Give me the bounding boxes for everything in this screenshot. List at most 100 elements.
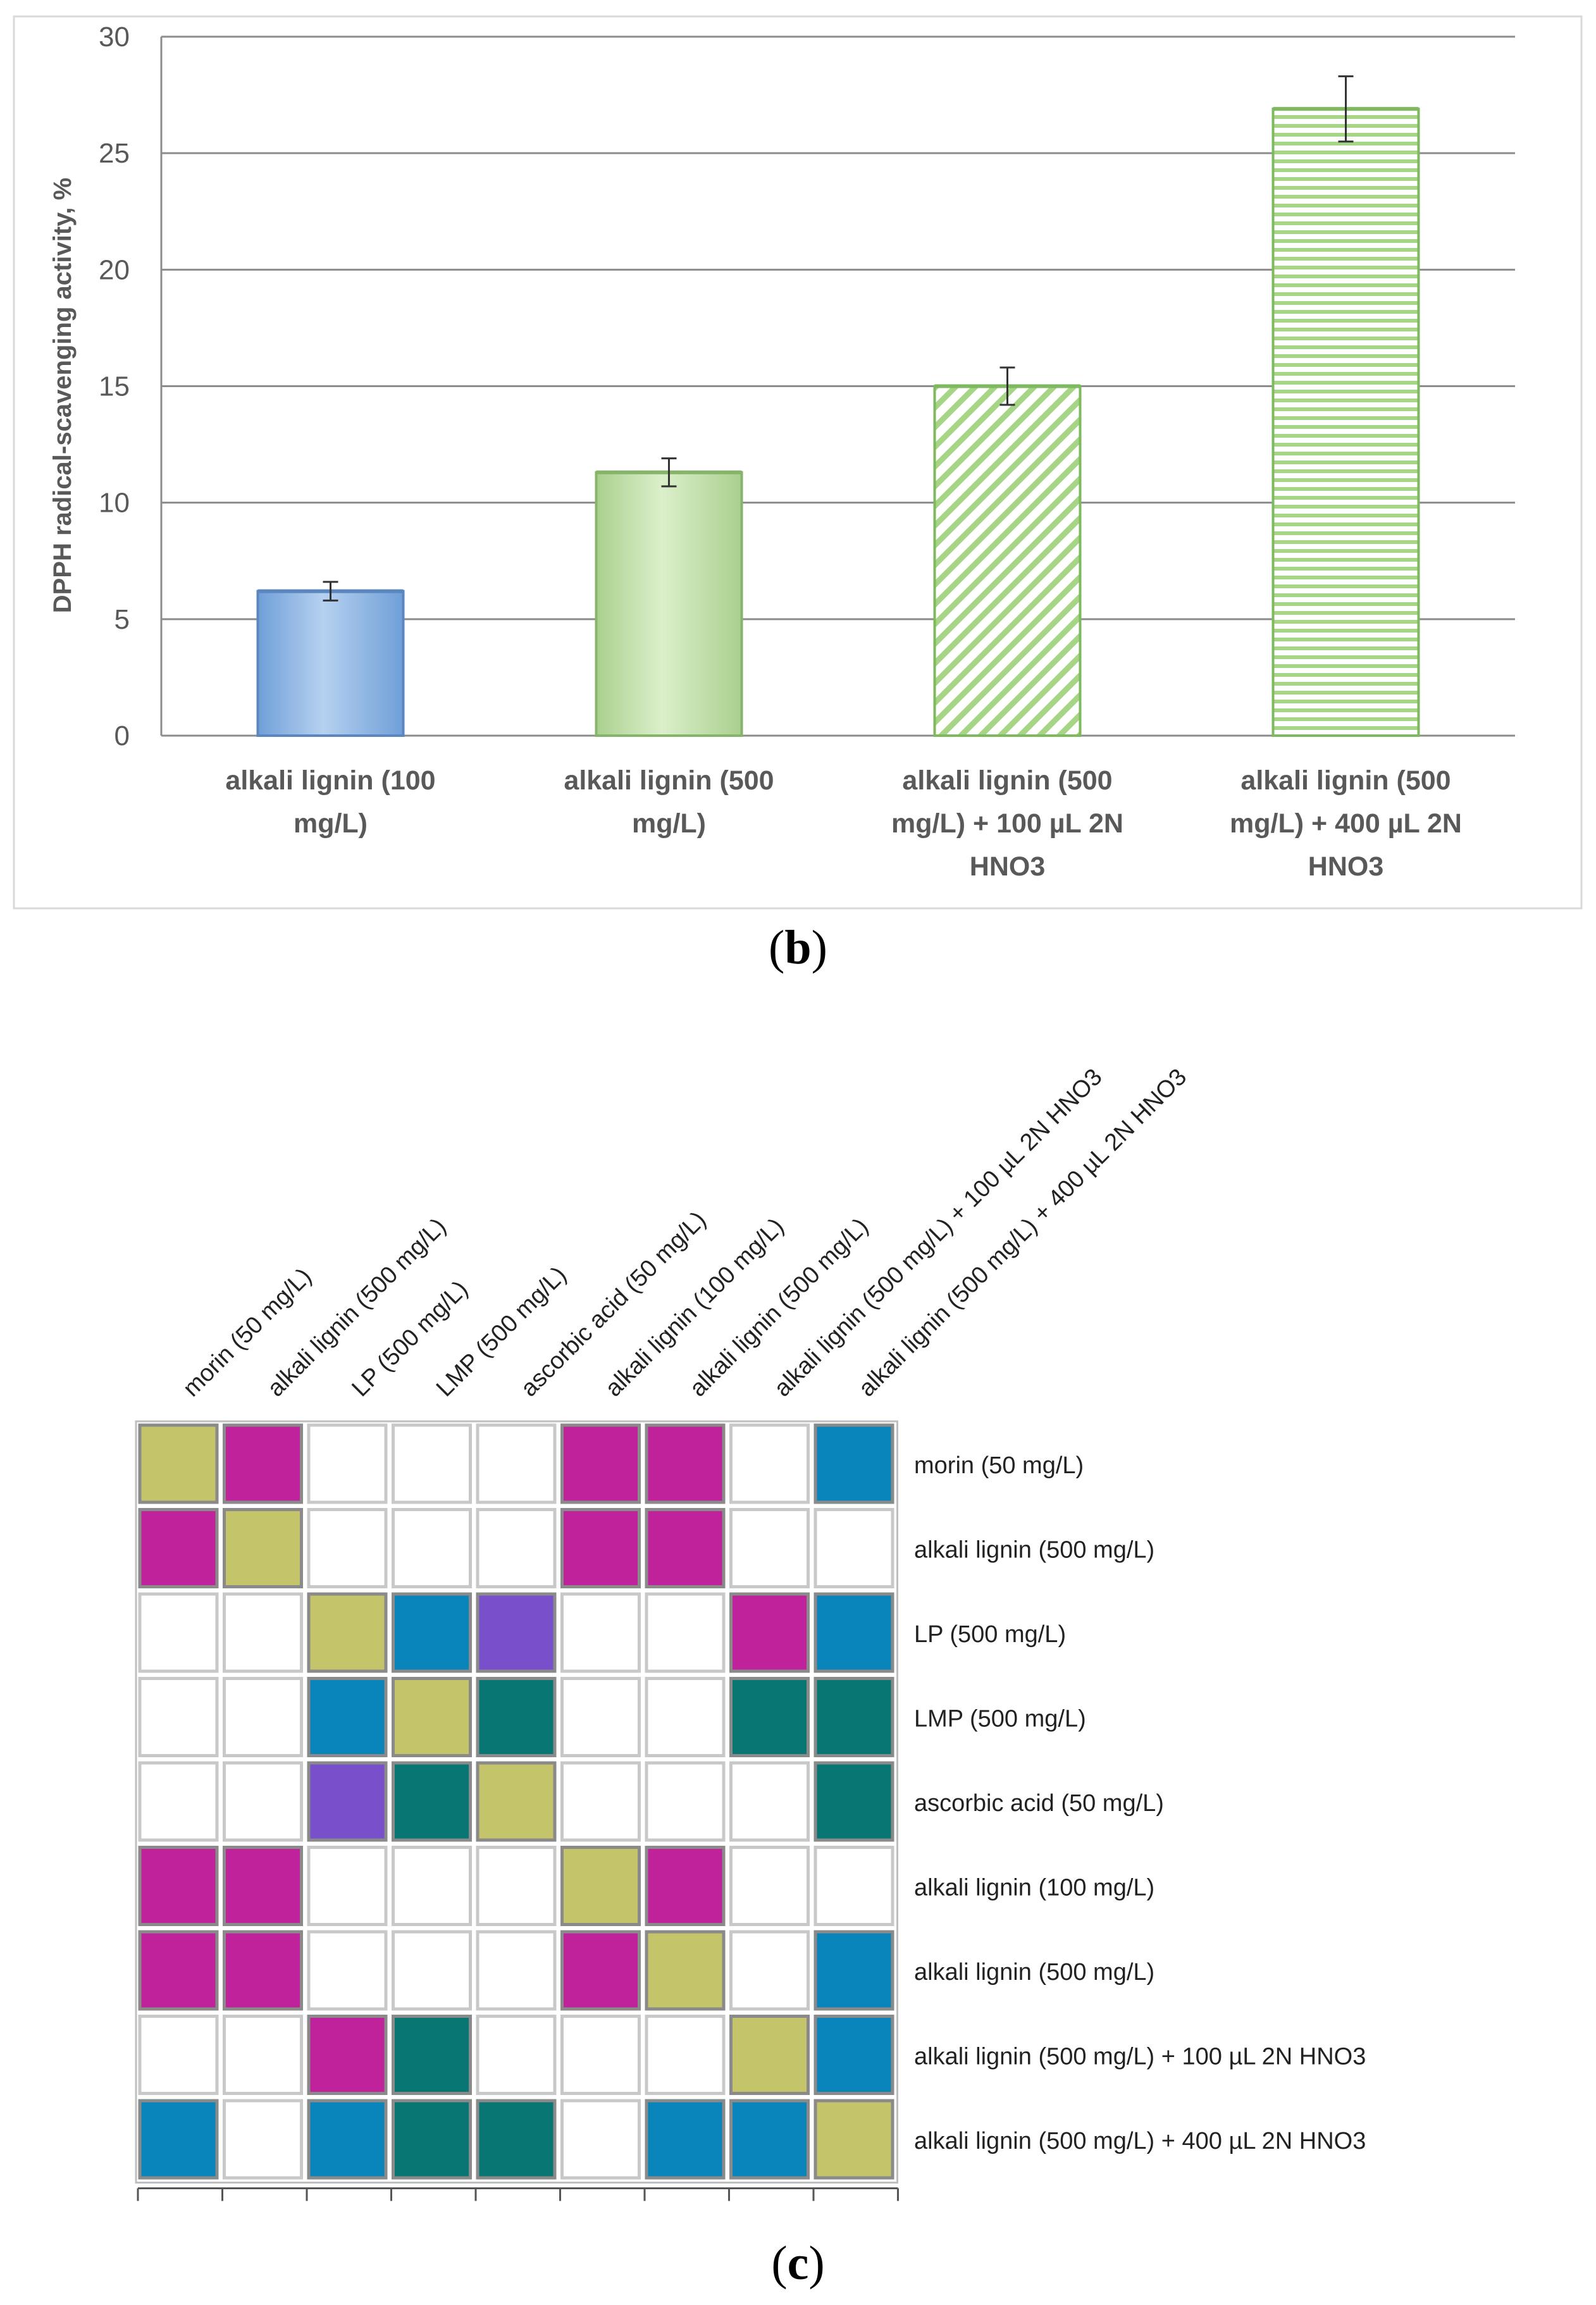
matrix-cell	[223, 2015, 303, 2095]
row-label: LMP (500 mg/L)	[914, 1705, 1086, 1732]
matrix-cell	[729, 1592, 810, 1673]
matrix-cell	[560, 2099, 641, 2180]
matrix-cell	[476, 2099, 557, 2180]
row-label: alkali lignin (100 mg/L)	[914, 1874, 1154, 1901]
column-label: alkali lignin (500 mg/L) + 400 µL 2N HNO…	[853, 1064, 1192, 1402]
matrix-cell	[223, 1423, 303, 1504]
matrix-cell	[729, 1930, 810, 2011]
matrix-cell	[813, 1846, 894, 1926]
matrix-cell	[645, 1423, 726, 1504]
matrix-cell	[223, 2099, 303, 2180]
matrix-cell	[476, 1677, 557, 1757]
matrix-cell	[813, 1508, 894, 1588]
matrix-cell	[813, 2099, 894, 2180]
row-label: morin (50 mg/L)	[914, 1452, 1084, 1479]
matrix-cell	[138, 2099, 219, 2180]
x-category-label: alkali lignin (500 mg/L) + 400 µL 2N HNO3	[1230, 765, 1462, 882]
matrix-cell	[729, 1423, 810, 1504]
matrix-cell	[560, 1423, 641, 1504]
matrix-cell	[813, 2015, 894, 2095]
bar	[256, 590, 405, 738]
matrix-cell	[307, 1677, 388, 1757]
y-tick-label: 20	[99, 254, 130, 285]
matrix-cell	[392, 1930, 472, 2011]
matrix-cell	[223, 1508, 303, 1588]
bar-chart-b: 0 5 10 15 20 25 30 alkali lignin (100 mg/L) alka…	[13, 15, 1583, 910]
matrix-cell	[392, 1761, 472, 1842]
matrix-cell	[645, 1846, 726, 1926]
matrix-cell	[476, 1846, 557, 1926]
matrix-cell	[729, 2099, 810, 2180]
matrix-cell	[223, 1846, 303, 1926]
matrix-cell	[560, 1846, 641, 1926]
row-label: alkali lignin (500 mg/L) + 100 µL 2N HNO…	[914, 2043, 1366, 2070]
matrix-cell	[813, 1592, 894, 1673]
matrix-cell	[729, 1761, 810, 1842]
matrix-cell	[138, 1930, 219, 2011]
matrix-cell	[560, 1508, 641, 1588]
x-category-label: alkali lignin (500 mg/L)	[564, 765, 774, 839]
matrix-cell	[476, 2015, 557, 2095]
matrix-cell	[476, 1930, 557, 2011]
matrix-cell	[476, 1761, 557, 1842]
column-label: alkali lignin (500 mg/L) + 100 µL 2N HNO…	[769, 1064, 1108, 1402]
matrix-cell	[560, 1592, 641, 1673]
matrix-cell	[138, 1677, 219, 1757]
matrix-cell	[138, 2015, 219, 2095]
matrix-cell	[476, 1508, 557, 1588]
matrix-cell	[392, 1592, 472, 1673]
matrix-cell	[307, 1930, 388, 2011]
matrix-cell	[560, 2015, 641, 2095]
matrix-cell	[223, 1930, 303, 2011]
bar	[595, 471, 743, 737]
matrix-cell	[813, 1930, 894, 2011]
matrix-cell	[138, 1846, 219, 1926]
matrix-cell	[813, 1761, 894, 1842]
matrix-cell	[223, 1677, 303, 1757]
matrix-cell	[138, 1508, 219, 1588]
matrix-cell	[392, 1677, 472, 1757]
y-tick-label: 15	[99, 371, 130, 402]
matrix-cell	[476, 1592, 557, 1673]
matrix-cell	[392, 2015, 472, 2095]
x-category-label: alkali lignin (500 mg/L) + 100 µL 2N HNO3	[891, 765, 1123, 882]
matrix-cell	[729, 1677, 810, 1757]
y-tick-label: 10	[99, 488, 130, 519]
matrix-cell	[307, 2015, 388, 2095]
matrix-cell	[223, 1592, 303, 1673]
matrix-cell	[392, 1508, 472, 1588]
matrix-cell	[392, 2099, 472, 2180]
matrix-cell	[223, 1761, 303, 1842]
bar	[1271, 108, 1420, 737]
matrix-cell	[307, 1508, 388, 1588]
matrix-cell	[138, 1592, 219, 1673]
matrix-cell	[645, 2099, 726, 2180]
matrix-cell	[307, 1761, 388, 1842]
matrix-cell	[729, 2015, 810, 2095]
row-label: LP (500 mg/L)	[914, 1621, 1066, 1648]
panel-label-b: (b)	[769, 921, 827, 974]
matrix-cell	[307, 1592, 388, 1673]
y-tick-label: 25	[99, 138, 130, 169]
matrix-cell	[392, 1423, 472, 1504]
matrix-cell	[138, 1423, 219, 1504]
y-tick-label: 30	[99, 22, 130, 53]
matrix-cell	[138, 1761, 219, 1842]
matrix-cell	[560, 1677, 641, 1757]
matrix-cell	[560, 1930, 641, 2011]
matrix-cell	[560, 1761, 641, 1842]
y-tick-label: 0	[114, 720, 130, 751]
matrix-cell	[307, 1846, 388, 1926]
x-category-label: alkali lignin (100 mg/L)	[225, 765, 435, 839]
matrix-cell	[645, 1508, 726, 1588]
matrix-cell	[645, 1592, 726, 1673]
row-label: alkali lignin (500 mg/L) + 400 µL 2N HNO…	[914, 2128, 1366, 2154]
matrix-cell	[813, 1677, 894, 1757]
row-label: alkali lignin (500 mg/L)	[914, 1959, 1154, 1986]
bar	[933, 385, 1082, 737]
y-axis-label: DPPH radical-scavenging activity, %	[49, 178, 77, 613]
matrix-cell	[476, 1423, 557, 1504]
matrix-cell	[645, 1677, 726, 1757]
matrix-cell	[813, 1423, 894, 1504]
